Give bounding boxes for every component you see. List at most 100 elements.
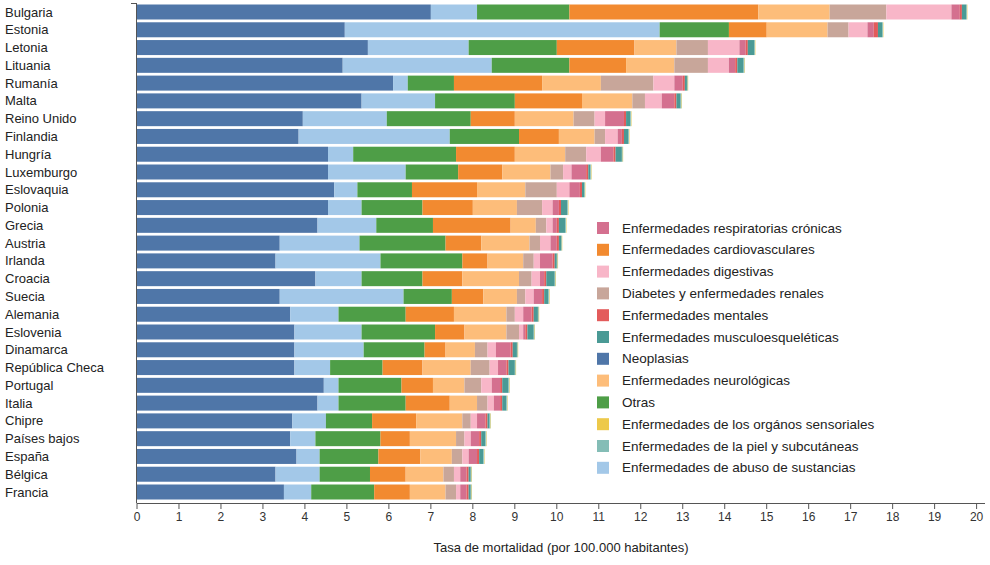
bar-segment bbox=[422, 200, 472, 215]
bar-segment bbox=[481, 431, 485, 446]
bar-segment bbox=[276, 253, 381, 268]
bar-segment bbox=[446, 236, 482, 251]
bar-segment bbox=[422, 271, 462, 286]
bar-segment bbox=[450, 396, 477, 411]
bar-segment bbox=[571, 165, 586, 180]
bar-segment bbox=[729, 22, 767, 37]
bar-segment bbox=[477, 182, 525, 197]
bar-segment bbox=[632, 93, 645, 108]
bar-segment bbox=[492, 58, 570, 73]
category-label: Letonia bbox=[5, 40, 48, 55]
bar-segment bbox=[767, 22, 828, 37]
bar-segment bbox=[534, 253, 540, 268]
x-tick-label: 9 bbox=[511, 510, 518, 524]
bar-segment bbox=[290, 431, 315, 446]
x-tick-label: 14 bbox=[718, 510, 732, 524]
bar-segment bbox=[469, 449, 477, 464]
legend: Enfermedades respiratorias crónicasEnfer… bbox=[597, 221, 874, 476]
bar-segment bbox=[137, 58, 343, 73]
bar-segment bbox=[519, 325, 523, 340]
bar-segment bbox=[559, 236, 561, 251]
bar-segment bbox=[567, 200, 569, 215]
bar-segment bbox=[458, 165, 502, 180]
bar-segment bbox=[284, 485, 311, 500]
bar-segment bbox=[137, 182, 334, 197]
bar-segment bbox=[469, 40, 557, 55]
bar-segment bbox=[744, 58, 745, 73]
bar-segment bbox=[473, 200, 517, 215]
bar-segment bbox=[339, 378, 402, 393]
bar-segment bbox=[343, 58, 492, 73]
bar-segment bbox=[553, 253, 555, 268]
x-tick-label: 8 bbox=[469, 510, 476, 524]
bar-segment bbox=[315, 431, 380, 446]
bar-segment bbox=[557, 253, 558, 268]
category-label: Grecia bbox=[5, 218, 44, 233]
bar-segment bbox=[867, 22, 873, 37]
bar-segment bbox=[359, 236, 445, 251]
bar-segment bbox=[490, 413, 491, 428]
bar-segment bbox=[542, 200, 552, 215]
bar-segment bbox=[551, 236, 557, 251]
bar-segment bbox=[754, 40, 756, 55]
bar-segment bbox=[874, 22, 878, 37]
bar-segment bbox=[339, 307, 406, 322]
bar-segment bbox=[488, 413, 490, 428]
bar-segment bbox=[464, 431, 470, 446]
y-axis-line bbox=[136, 3, 137, 503]
bar-segment bbox=[624, 111, 626, 126]
category-label: Malta bbox=[5, 93, 38, 108]
bar-segment bbox=[508, 378, 510, 393]
bar-segment bbox=[328, 200, 362, 215]
bar-segment bbox=[470, 467, 472, 482]
legend-label: Enfermedades musculoesqueléticas bbox=[622, 330, 839, 345]
bar-segment bbox=[662, 93, 675, 108]
legend-label: Neoplasias bbox=[622, 351, 689, 366]
bar-segment bbox=[509, 360, 515, 375]
legend-label: Enfermedades de los orgános sensoriales bbox=[622, 417, 874, 432]
category-label: Luxemburgo bbox=[5, 165, 77, 180]
bar-segment bbox=[137, 449, 297, 464]
bar-segment bbox=[557, 218, 559, 233]
bar-segment bbox=[433, 378, 464, 393]
bar-segment bbox=[475, 342, 488, 357]
bar-segment bbox=[586, 165, 588, 180]
x-tick bbox=[430, 503, 431, 509]
bar-segment bbox=[686, 76, 688, 91]
bar-segment bbox=[566, 218, 567, 233]
x-tick bbox=[346, 503, 347, 509]
category-label: Reino Unido bbox=[5, 111, 77, 126]
bar-segment bbox=[629, 129, 630, 144]
bar-segment bbox=[687, 76, 688, 91]
bar-segment bbox=[477, 449, 479, 464]
bar-segment bbox=[966, 5, 968, 20]
bar-segment bbox=[517, 289, 525, 304]
bar-segment bbox=[137, 289, 280, 304]
bar-segment bbox=[626, 111, 630, 126]
bar-segment bbox=[446, 485, 456, 500]
bar-segment bbox=[754, 40, 755, 55]
x-tick bbox=[556, 503, 557, 509]
category-label: Países bajos bbox=[5, 431, 80, 446]
bar-segment bbox=[477, 413, 485, 428]
bar-segment bbox=[519, 129, 559, 144]
bar-segment bbox=[137, 253, 276, 268]
bar-segment bbox=[557, 40, 635, 55]
x-tick-label: 18 bbox=[886, 510, 900, 524]
x-tick-label: 19 bbox=[928, 510, 942, 524]
bar-segment bbox=[404, 289, 452, 304]
bar-segment bbox=[431, 5, 477, 20]
bar-segment bbox=[631, 111, 632, 126]
bar-segment bbox=[498, 360, 506, 375]
bar-segment bbox=[951, 5, 959, 20]
bar-segment bbox=[590, 165, 592, 180]
bar-segment bbox=[483, 449, 485, 464]
bar-segment bbox=[452, 449, 462, 464]
x-tick bbox=[766, 503, 767, 509]
bar-segment bbox=[586, 147, 601, 162]
bar-segment bbox=[966, 5, 967, 20]
bar-segment bbox=[137, 218, 318, 233]
bar-segment bbox=[328, 165, 406, 180]
bar-segment bbox=[410, 485, 446, 500]
bar-segment bbox=[137, 485, 284, 500]
